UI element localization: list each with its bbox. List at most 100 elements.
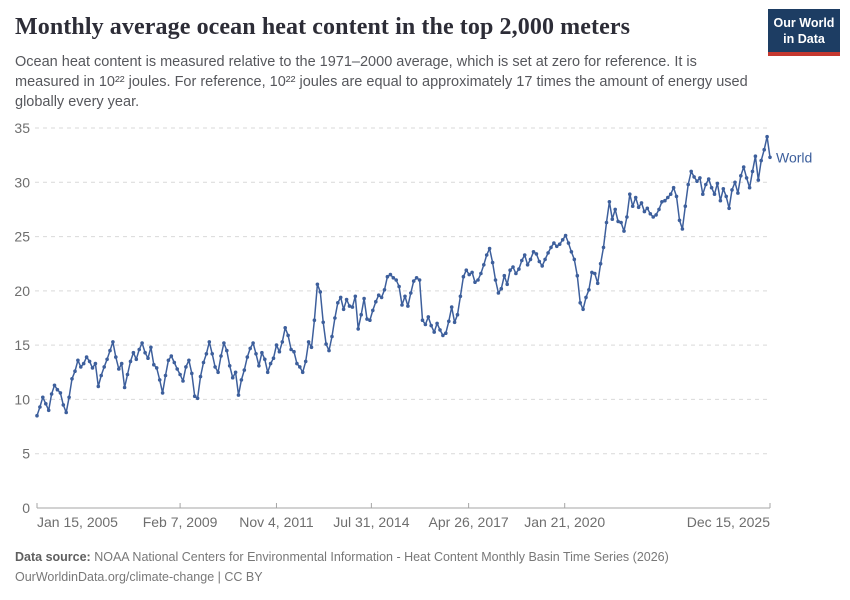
data-point-marker[interactable] (84, 355, 89, 359)
data-point-marker[interactable] (114, 355, 118, 359)
data-point-marker[interactable] (327, 348, 331, 353)
line-chart[interactable]: 0 5 10 15 20 25 30 35 Jan 15, 2005 Feb 7, 2009 Nov… (0, 120, 850, 540)
data-point-marker[interactable] (394, 278, 399, 282)
data-point-marker[interactable] (487, 246, 492, 251)
data-point-marker[interactable] (435, 321, 439, 326)
data-point-marker[interactable] (613, 207, 617, 212)
data-point-marker[interactable] (441, 333, 445, 338)
data-point-marker[interactable] (163, 373, 168, 378)
data-point-marker[interactable] (756, 178, 761, 182)
data-point-marker[interactable] (204, 352, 209, 356)
data-point-marker[interactable] (552, 241, 556, 245)
world-series-label[interactable]: World (776, 149, 812, 165)
data-point-marker[interactable] (628, 192, 632, 196)
data-point-marker[interactable] (686, 182, 690, 187)
data-point-marker[interactable] (636, 205, 641, 210)
data-point-marker[interactable] (447, 319, 451, 324)
data-point-marker[interactable] (347, 304, 352, 308)
data-point-marker[interactable] (257, 364, 261, 368)
data-point-marker[interactable] (531, 250, 536, 254)
data-point-marker[interactable] (324, 342, 328, 346)
data-point-marker[interactable] (540, 264, 544, 268)
data-point-marker[interactable] (73, 369, 77, 373)
data-point-marker[interactable] (38, 405, 42, 409)
data-point-marker[interactable] (683, 204, 688, 208)
data-point-marker[interactable] (108, 348, 112, 353)
data-point-marker[interactable] (117, 367, 121, 371)
data-point-marker[interactable] (642, 209, 647, 214)
data-point-marker[interactable] (563, 233, 568, 238)
data-point-marker[interactable] (560, 238, 565, 242)
data-point-marker[interactable] (633, 195, 638, 200)
data-point-marker[interactable] (81, 361, 86, 366)
data-point-marker[interactable] (750, 169, 755, 174)
data-point-marker[interactable] (522, 253, 527, 257)
data-point-marker[interactable] (274, 343, 279, 347)
data-point-marker[interactable] (87, 359, 92, 364)
data-point-marker[interactable] (704, 182, 708, 187)
data-point-marker[interactable] (254, 352, 258, 356)
data-point-marker[interactable] (268, 361, 273, 366)
data-point-marker[interactable] (549, 245, 553, 250)
data-point-marker[interactable] (181, 379, 185, 383)
data-point-marker[interactable] (251, 341, 255, 345)
data-point-marker[interactable] (178, 372, 182, 377)
data-point-marker[interactable] (409, 291, 413, 295)
data-point-marker[interactable] (359, 312, 364, 317)
data-point-marker[interactable] (336, 301, 340, 305)
data-point-marker[interactable] (657, 207, 661, 212)
data-point-marker[interactable] (67, 395, 71, 400)
data-point-marker[interactable] (175, 367, 179, 371)
data-point-marker[interactable] (733, 180, 737, 185)
data-point-marker[interactable] (368, 318, 372, 322)
data-point-marker[interactable] (680, 227, 685, 231)
data-point-marker[interactable] (607, 200, 612, 204)
data-point-marker[interactable] (698, 176, 702, 180)
data-point-marker[interactable] (70, 377, 74, 381)
data-point-marker[interactable] (479, 271, 483, 276)
data-point-marker[interactable] (277, 349, 282, 354)
data-point-marker[interactable] (225, 348, 229, 353)
data-point-marker[interactable] (520, 258, 524, 263)
data-point-marker[interactable] (645, 206, 650, 211)
data-point-marker[interactable] (569, 250, 574, 254)
data-point-marker[interactable] (46, 408, 51, 413)
data-point-marker[interactable] (111, 340, 115, 344)
data-point-marker[interactable] (154, 366, 159, 370)
data-point-marker[interactable] (715, 181, 720, 186)
data-point-marker[interactable] (741, 165, 746, 169)
data-point-marker[interactable] (140, 341, 144, 345)
data-point-marker[interactable] (125, 372, 130, 377)
data-point-marker[interactable] (674, 194, 679, 199)
data-point-marker[interactable] (630, 204, 635, 208)
data-point-marker[interactable] (198, 374, 203, 379)
data-point-marker[interactable] (260, 350, 264, 355)
data-point-marker[interactable] (371, 308, 375, 313)
data-point-marker[interactable] (263, 357, 267, 362)
data-point-marker[interactable] (546, 251, 550, 255)
data-point-marker[interactable] (593, 271, 597, 276)
data-point-marker[interactable] (239, 378, 244, 382)
data-point-marker[interactable] (157, 378, 162, 382)
data-point-marker[interactable] (403, 294, 407, 299)
data-point-marker[interactable] (376, 293, 381, 297)
data-point-marker[interactable] (677, 218, 682, 223)
data-point-marker[interactable] (438, 328, 442, 332)
data-point-marker[interactable] (213, 365, 217, 369)
data-point-marker[interactable] (666, 195, 670, 200)
data-point-marker[interactable] (692, 175, 696, 179)
data-point-marker[interactable] (271, 356, 276, 360)
data-point-marker[interactable] (79, 365, 83, 369)
data-point-marker[interactable] (590, 270, 594, 275)
data-point-marker[interactable] (432, 330, 437, 334)
data-point-marker[interactable] (689, 169, 693, 174)
world-series-line[interactable] (36, 135, 771, 417)
data-point-marker[interactable] (227, 364, 232, 368)
data-point-marker[interactable] (379, 295, 384, 300)
data-point-marker[interactable] (525, 263, 530, 267)
data-point-marker[interactable] (420, 318, 425, 322)
data-point-marker[interactable] (96, 384, 101, 389)
data-point-marker[interactable] (572, 257, 577, 262)
data-point-marker[interactable] (312, 318, 317, 322)
data-point-marker[interactable] (122, 385, 127, 390)
